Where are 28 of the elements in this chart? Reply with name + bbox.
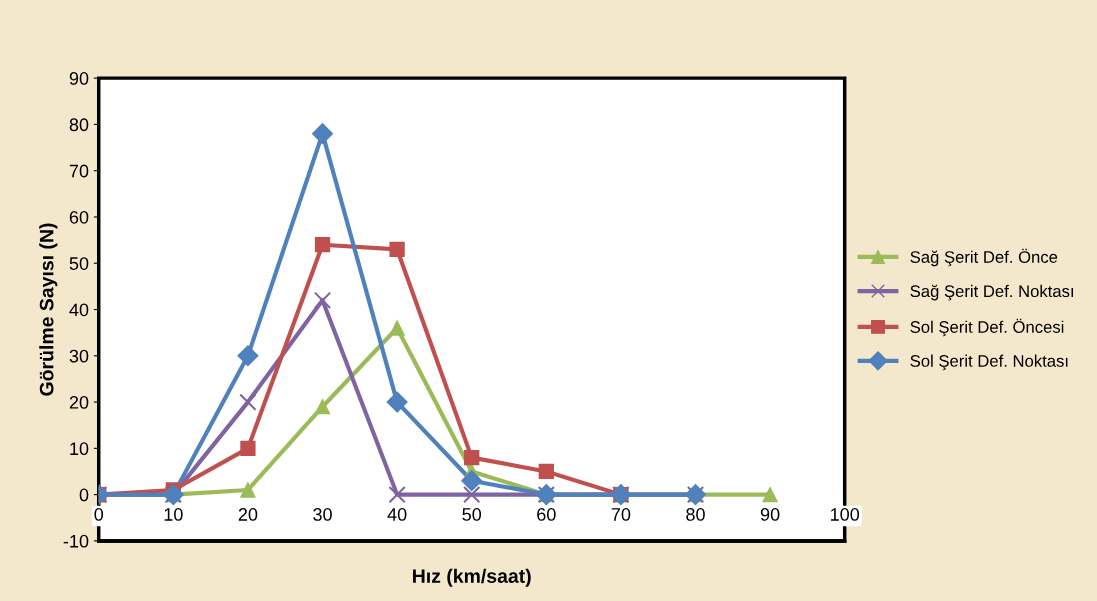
y-tick-label: 70 xyxy=(69,164,89,178)
y-tick-label: 40 xyxy=(69,303,89,317)
x-tick-label: 100 xyxy=(831,508,860,521)
legend-label: Sol Şerit Def. Noktası xyxy=(910,354,1068,371)
x-tick-label: 80 xyxy=(686,508,705,521)
legend-label: Sol Şerit Def. Öncesi xyxy=(910,318,1064,337)
x-tick-label: 50 xyxy=(462,508,482,521)
x-tick-label: 10 xyxy=(164,508,183,521)
x-tick-label: 30 xyxy=(313,508,332,521)
y-axis-title: Görülme Sayısı (N) xyxy=(39,223,58,396)
y-tick-label: 0 xyxy=(79,488,89,502)
x-tick-label: 40 xyxy=(387,508,407,521)
y-tick-label: 20 xyxy=(69,396,89,409)
y-tick-label: 10 xyxy=(70,442,89,456)
x-tick-label: 60 xyxy=(537,508,556,521)
legend-label: Sağ Şerit Def. Noktası xyxy=(910,284,1073,301)
legend-label: Sağ Şerit Def. Önce xyxy=(910,248,1058,267)
y-tick-label: -10 xyxy=(63,534,89,548)
y-tick-label: 30 xyxy=(69,349,89,363)
x-tick-label: 20 xyxy=(238,508,258,521)
x-tick-label: 0 xyxy=(94,508,104,521)
y-tick-label: 50 xyxy=(69,257,89,270)
x-axis-title: Hız (km/saat) xyxy=(413,568,531,587)
x-tick-label: 90 xyxy=(760,508,780,521)
y-tick-label: 90 xyxy=(69,72,89,85)
x-tick-label: 70 xyxy=(611,508,631,521)
y-tick-label: 80 xyxy=(69,118,89,132)
y-tick-label: 60 xyxy=(69,210,89,224)
